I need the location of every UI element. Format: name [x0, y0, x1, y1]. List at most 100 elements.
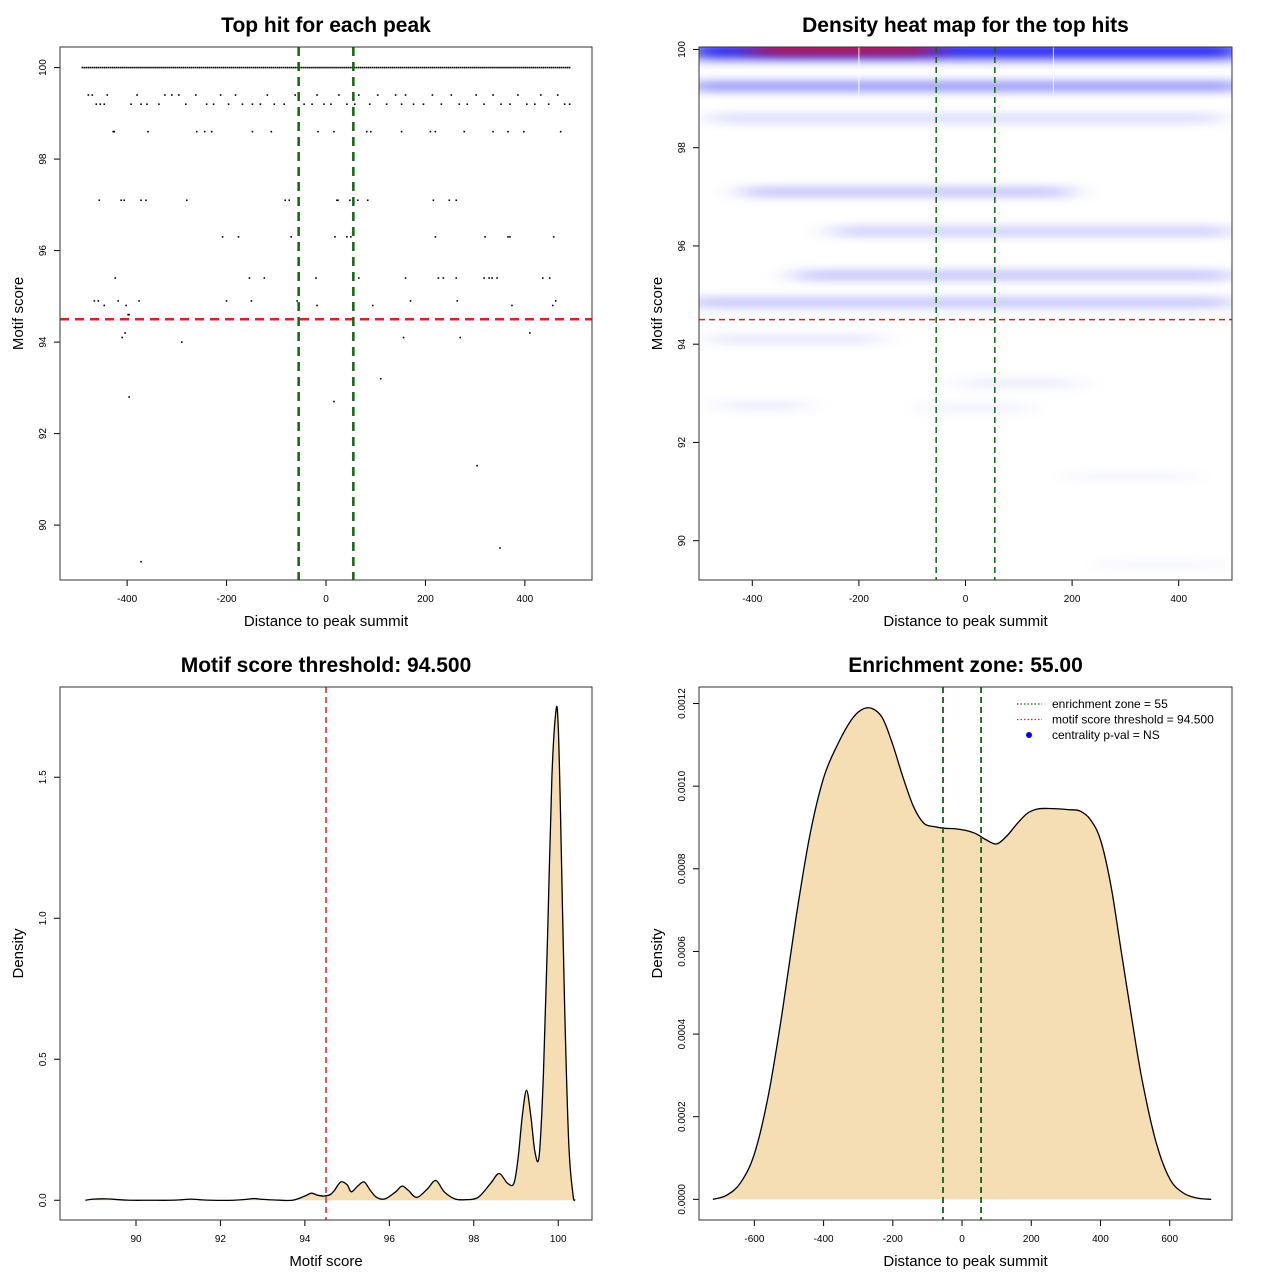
- data-point: [459, 66, 462, 69]
- data-point: [227, 103, 230, 105]
- data-point: [357, 199, 359, 202]
- data-point: [391, 66, 394, 69]
- data-point: [294, 94, 296, 96]
- legend-blue-dot: [1026, 732, 1032, 738]
- data-point: [445, 66, 448, 69]
- data-point: [322, 66, 324, 69]
- y-tick-label: 90: [38, 519, 49, 531]
- data-point: [290, 66, 292, 69]
- data-point: [268, 66, 271, 69]
- data-point: [493, 66, 495, 69]
- data-point: [198, 66, 201, 69]
- data-point: [497, 66, 499, 69]
- y-tick-label: 100: [677, 41, 688, 58]
- data-point: [186, 66, 189, 69]
- data-point: [554, 300, 557, 302]
- y-tick-label: 98: [677, 142, 688, 154]
- data-point: [476, 464, 478, 467]
- x-tick-label: 200: [1023, 1234, 1040, 1245]
- data-point: [552, 66, 555, 69]
- data-point: [234, 94, 237, 96]
- data-point: [283, 103, 286, 105]
- data-point: [256, 66, 259, 69]
- data-point: [167, 66, 169, 69]
- data-point: [286, 66, 289, 69]
- data-point: [507, 236, 509, 238]
- data-point: [238, 66, 241, 69]
- data-point: [139, 66, 141, 69]
- x-tick-label: -400: [117, 594, 137, 605]
- legend: enrichment zone = 55 motif score threshol…: [1017, 697, 1214, 742]
- x-tick-label: 90: [130, 1234, 142, 1245]
- data-point: [437, 277, 440, 279]
- data-point: [531, 66, 533, 69]
- data-point: [107, 66, 110, 69]
- data-point: [200, 66, 203, 69]
- data-point: [196, 66, 199, 69]
- data-point: [194, 94, 197, 96]
- heatmap-panel: Density heat map for the top hits Distanc…: [649, 14, 1233, 630]
- data-point: [101, 66, 104, 69]
- data-point: [483, 66, 485, 69]
- data-point: [173, 66, 175, 69]
- density-band: [922, 404, 1030, 412]
- data-point: [334, 66, 336, 69]
- data-point: [401, 66, 404, 69]
- data-point: [442, 277, 445, 279]
- data-point: [177, 66, 179, 69]
- data-point: [404, 277, 407, 279]
- data-point: [246, 66, 249, 69]
- data-point: [379, 66, 382, 69]
- data-point: [137, 66, 139, 69]
- data-point: [437, 66, 440, 69]
- density-band: [709, 335, 881, 344]
- y-tick-label: 92: [38, 428, 49, 440]
- data-point: [216, 66, 219, 69]
- data-point: [161, 66, 163, 69]
- data-point: [354, 66, 356, 69]
- data-point: [499, 547, 501, 549]
- data-point: [103, 66, 106, 69]
- data-point: [552, 236, 555, 238]
- data-point: [210, 66, 213, 69]
- data-point: [99, 66, 102, 69]
- data-point: [175, 66, 177, 69]
- data-point: [324, 66, 326, 69]
- data-point: [276, 66, 279, 69]
- data-point: [221, 236, 224, 238]
- data-point: [383, 66, 386, 69]
- chart-title: Density heat map for the top hits: [802, 14, 1129, 37]
- data-point: [270, 130, 273, 133]
- data-point: [511, 304, 513, 307]
- x-tick-label: 400: [517, 594, 534, 605]
- x-tick-label: 400: [1170, 594, 1187, 605]
- data-point: [387, 66, 390, 69]
- x-tick-label: -200: [217, 594, 237, 605]
- data-point: [475, 94, 477, 96]
- data-point: [451, 66, 454, 69]
- data-point: [458, 103, 461, 105]
- data-point: [379, 377, 382, 380]
- data-point: [344, 66, 346, 69]
- data-point: [377, 66, 380, 69]
- data-point: [562, 66, 565, 69]
- data-point: [278, 66, 281, 69]
- data-point: [559, 130, 562, 133]
- data-point: [306, 66, 308, 69]
- y-axis-label: Motif score: [649, 277, 666, 350]
- data-point: [103, 304, 106, 307]
- data-point: [537, 66, 539, 69]
- data-point: [240, 66, 243, 69]
- x-tick-label: 94: [299, 1234, 311, 1245]
- data-point: [429, 130, 432, 133]
- data-point: [492, 130, 494, 133]
- data-point: [455, 277, 458, 279]
- data-point: [244, 66, 247, 69]
- data-point: [288, 66, 291, 69]
- data-point: [402, 336, 405, 339]
- data-point: [143, 66, 145, 69]
- data-point: [483, 103, 485, 105]
- data-point: [369, 130, 372, 133]
- density-band: [709, 114, 1222, 122]
- data-point: [529, 332, 531, 334]
